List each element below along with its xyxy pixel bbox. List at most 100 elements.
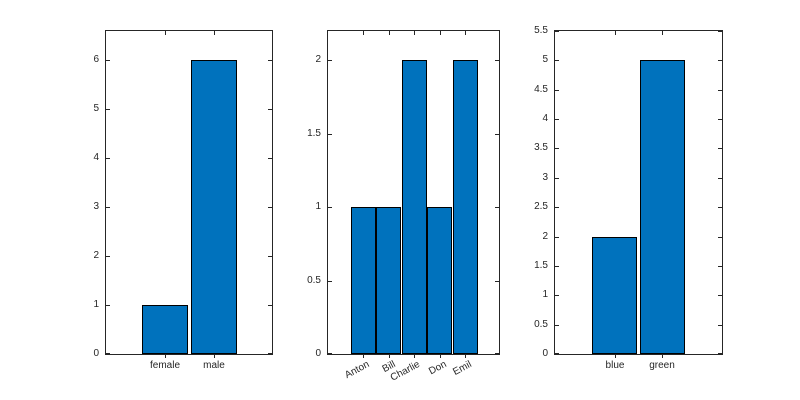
y-tick-right [718, 266, 722, 267]
x-tick-top [214, 31, 215, 35]
x-tick-top [662, 31, 663, 35]
y-tick-right [268, 305, 272, 306]
bar-female [142, 305, 188, 354]
y-tick-right [718, 325, 722, 326]
y-tick-left [555, 295, 559, 296]
x-tick-bottom [363, 355, 364, 358]
bar-Bill [376, 207, 401, 354]
y-tick-label: 2 [315, 54, 321, 65]
x-tick-label: Don [426, 359, 449, 378]
y-tick-label: 5 [93, 103, 99, 114]
y-tick-left [106, 158, 110, 159]
x-tick-top [414, 31, 415, 35]
y-tick-label: 3 [542, 172, 548, 183]
x-tick-top [615, 31, 616, 35]
x-tick-top [389, 31, 390, 35]
y-tick-label: 6 [93, 54, 99, 65]
y-tick-label: 2 [93, 250, 99, 261]
axes-box-colors-histogram [554, 30, 723, 355]
y-tick-right [718, 207, 722, 208]
x-tick-label: male [203, 360, 225, 371]
y-tick-left [555, 148, 559, 149]
y-tick-left [328, 134, 332, 135]
y-tick-left [555, 178, 559, 179]
y-tick-right [495, 281, 499, 282]
y-tick-label: 4.5 [534, 84, 548, 95]
y-tick-left [106, 305, 110, 306]
x-tick-bottom [615, 355, 616, 358]
bar-blue [592, 237, 637, 354]
y-tick-label: 4 [93, 152, 99, 163]
x-tick-label: green [649, 360, 675, 371]
y-tick-label: 1 [93, 299, 99, 310]
x-tick-bottom [414, 355, 415, 358]
y-tick-label: 1.5 [534, 260, 548, 271]
axes-box-names-histogram [327, 30, 500, 355]
y-tick-right [718, 353, 722, 354]
y-tick-left [106, 109, 110, 110]
y-tick-label: 0 [542, 348, 548, 359]
x-tick-top [465, 31, 466, 35]
y-tick-left [328, 60, 332, 61]
y-tick-left [106, 353, 110, 354]
x-tick-bottom [389, 355, 390, 358]
y-tick-right [718, 178, 722, 179]
y-tick-right [495, 60, 499, 61]
y-tick-right [718, 90, 722, 91]
y-tick-left [328, 281, 332, 282]
y-tick-right [718, 60, 722, 61]
bar-Emil [453, 60, 478, 354]
bar-green [640, 60, 685, 354]
y-tick-left [106, 256, 110, 257]
x-tick-bottom [165, 355, 166, 358]
y-tick-label: 0.5 [307, 275, 321, 286]
y-tick-right [268, 353, 272, 354]
axes-box-gender-histogram [105, 30, 273, 355]
y-tick-left [555, 60, 559, 61]
x-tick-top [363, 31, 364, 35]
y-tick-right [495, 134, 499, 135]
y-tick-left [555, 353, 559, 354]
x-tick-label: blue [605, 360, 625, 371]
y-tick-label: 1 [542, 289, 548, 300]
y-tick-right [268, 158, 272, 159]
y-tick-right [268, 256, 272, 257]
y-tick-right [268, 109, 272, 110]
y-tick-left [555, 31, 559, 32]
x-tick-top [165, 31, 166, 35]
y-tick-right [718, 31, 722, 32]
y-tick-right [718, 148, 722, 149]
y-tick-right [268, 60, 272, 61]
y-tick-label: 4 [542, 113, 548, 124]
y-tick-left [106, 60, 110, 61]
y-tick-right [718, 295, 722, 296]
y-tick-left [555, 90, 559, 91]
bar-Don [427, 207, 452, 354]
y-tick-left [555, 325, 559, 326]
y-tick-label: 0.5 [534, 319, 548, 330]
y-tick-label: 1 [315, 201, 321, 212]
y-tick-label: 5 [542, 54, 548, 65]
x-tick-bottom [440, 355, 441, 358]
y-tick-right [495, 207, 499, 208]
y-tick-label: 3.5 [534, 142, 548, 153]
x-tick-label: Emil [450, 359, 474, 378]
bar-Charlie [402, 60, 427, 354]
y-tick-right [495, 353, 499, 354]
bar-male [191, 60, 237, 354]
x-tick-bottom [465, 355, 466, 358]
y-tick-left [555, 266, 559, 267]
x-tick-label: Anton [342, 359, 372, 381]
y-tick-label: 2 [542, 231, 548, 242]
y-tick-label: 2.5 [534, 201, 548, 212]
y-tick-right [268, 207, 272, 208]
y-tick-right [718, 119, 722, 120]
y-tick-left [328, 207, 332, 208]
bar-Anton [351, 207, 376, 354]
y-tick-label: 0 [93, 348, 99, 359]
y-tick-left [555, 237, 559, 238]
y-tick-label: 0 [315, 348, 321, 359]
y-tick-label: 5.5 [534, 25, 548, 36]
x-tick-label: female [149, 360, 180, 371]
